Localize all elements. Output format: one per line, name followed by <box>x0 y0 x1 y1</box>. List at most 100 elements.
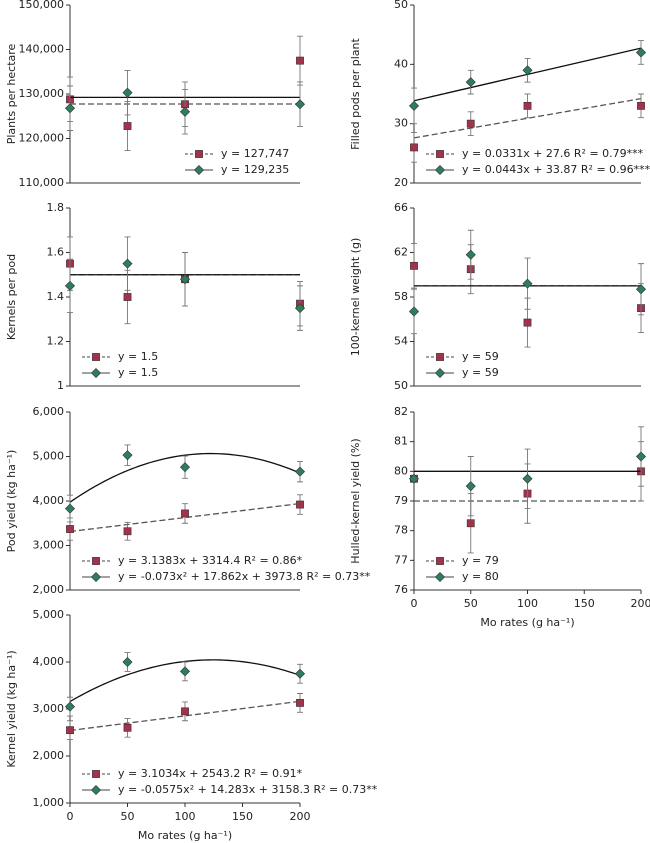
y-tick-label: 58 <box>394 290 408 303</box>
data-point <box>64 503 76 514</box>
y-axis-label: Hulled-kernel yield (%) <box>349 438 362 563</box>
x-tick-label: 200 <box>290 810 311 823</box>
legend-marker <box>436 557 444 565</box>
data-point <box>179 666 191 677</box>
data-point <box>466 119 475 128</box>
data-point <box>408 473 420 484</box>
data-point <box>408 306 420 317</box>
x-tick-label: 100 <box>517 597 538 610</box>
y-tick-label: 3,000 <box>33 539 65 552</box>
y-tick-label: 1.2 <box>47 335 65 348</box>
y-tick-label: 79 <box>394 494 408 507</box>
y-axis-label: Filled pods per plant <box>349 37 362 149</box>
legend-marker <box>90 367 102 379</box>
y-tick-label: 81 <box>394 435 408 448</box>
x-tick-label: 0 <box>411 597 418 610</box>
legend-label: y = 79 <box>462 554 499 567</box>
legend-marker <box>92 353 100 361</box>
legend-label: y = 3.1383x + 3314.4 R² = 0.86* <box>118 554 303 567</box>
y-tick-label: 78 <box>394 524 408 537</box>
y-tick-label: 150,000 <box>19 0 65 11</box>
data-point <box>122 87 133 98</box>
legend-label: y = 0.0331x + 27.6 R² = 0.79*** <box>462 147 644 160</box>
data-point <box>296 56 304 65</box>
data-point <box>66 525 74 533</box>
y-tick-label: 80 <box>394 464 408 477</box>
legend-marker <box>92 557 100 565</box>
legend-marker <box>90 571 102 583</box>
y-tick-label: 1,000 <box>33 796 65 809</box>
data-point <box>179 106 191 117</box>
x-tick-label: 200 <box>631 597 650 610</box>
x-tick-label: 50 <box>464 597 478 610</box>
y-axis-label: Kernel yield (kg ha⁻¹) <box>5 650 18 767</box>
legend-label: y = 59 <box>462 350 499 363</box>
legend-marker <box>434 367 446 379</box>
y-tick-label: 1.4 <box>47 290 65 303</box>
data-point <box>637 101 645 110</box>
y-tick-label: 40 <box>394 57 408 70</box>
legend-label: y = 0.0443x + 33.87 R² = 0.96*** <box>462 163 650 176</box>
fit-line <box>413 97 642 139</box>
x-tick-label: 100 <box>175 810 196 823</box>
data-point <box>294 99 306 110</box>
data-point <box>296 698 304 707</box>
data-point <box>123 122 132 130</box>
legend-label: y = 1.5 <box>118 350 158 363</box>
data-point <box>410 143 418 152</box>
y-tick-label: 140,000 <box>19 43 65 56</box>
legend-marker <box>436 353 444 361</box>
data-point <box>466 519 475 528</box>
x-axis-label: Mo rates (g ha⁻¹) <box>480 616 574 629</box>
data-point <box>66 726 74 735</box>
data-point <box>122 450 133 461</box>
legend-label: y = 80 <box>462 570 499 583</box>
y-tick-label: 6,000 <box>33 405 65 418</box>
x-tick-label: 50 <box>121 810 135 823</box>
data-point <box>179 462 191 473</box>
data-point <box>181 509 189 518</box>
data-point <box>123 293 132 301</box>
legend-marker <box>436 150 444 158</box>
x-axis-label: Mo rates (g ha⁻¹) <box>138 829 232 842</box>
legend-marker <box>434 571 446 583</box>
data-point <box>122 258 133 269</box>
data-point <box>179 274 191 285</box>
y-tick-label: 120,000 <box>19 132 65 145</box>
y-tick-label: 50 <box>394 0 408 11</box>
y-tick-label: 1.6 <box>47 246 65 259</box>
data-point <box>465 249 476 260</box>
fit-line <box>69 502 301 533</box>
legend-label: y = 127,747 <box>221 147 289 160</box>
x-tick-label: 0 <box>67 810 74 823</box>
y-tick-label: 30 <box>394 117 408 130</box>
y-tick-label: 1 <box>57 379 64 392</box>
data-point <box>64 280 76 291</box>
y-tick-label: 130,000 <box>19 87 65 100</box>
y-tick-label: 82 <box>394 405 408 418</box>
data-point <box>294 303 306 314</box>
data-point <box>635 451 647 462</box>
fit-line <box>69 452 301 503</box>
x-tick-label: 150 <box>232 810 253 823</box>
legend-label: y = 129,235 <box>221 163 289 176</box>
data-point <box>294 466 306 477</box>
y-tick-label: 66 <box>394 201 408 214</box>
data-point <box>635 47 647 58</box>
data-point <box>465 481 476 492</box>
data-point <box>410 261 418 270</box>
legend-label: y = 1.5 <box>118 366 158 379</box>
legend-label: y = -0.0575x² + 14.283x + 3158.3 R² = 0.… <box>118 783 378 796</box>
legend-marker <box>195 150 203 158</box>
data-point <box>522 65 533 76</box>
y-tick-label: 4,000 <box>33 655 65 668</box>
y-tick-label: 50 <box>394 379 408 392</box>
data-point <box>523 318 532 327</box>
legend-label: y = 59 <box>462 366 499 379</box>
legend-label: y = 3.1034x + 2543.2 R² = 0.91* <box>118 767 303 780</box>
fit-line <box>69 659 301 703</box>
y-tick-label: 20 <box>394 176 408 189</box>
data-point <box>408 100 420 111</box>
y-axis-label: 100-kernel weight (g) <box>349 238 362 356</box>
